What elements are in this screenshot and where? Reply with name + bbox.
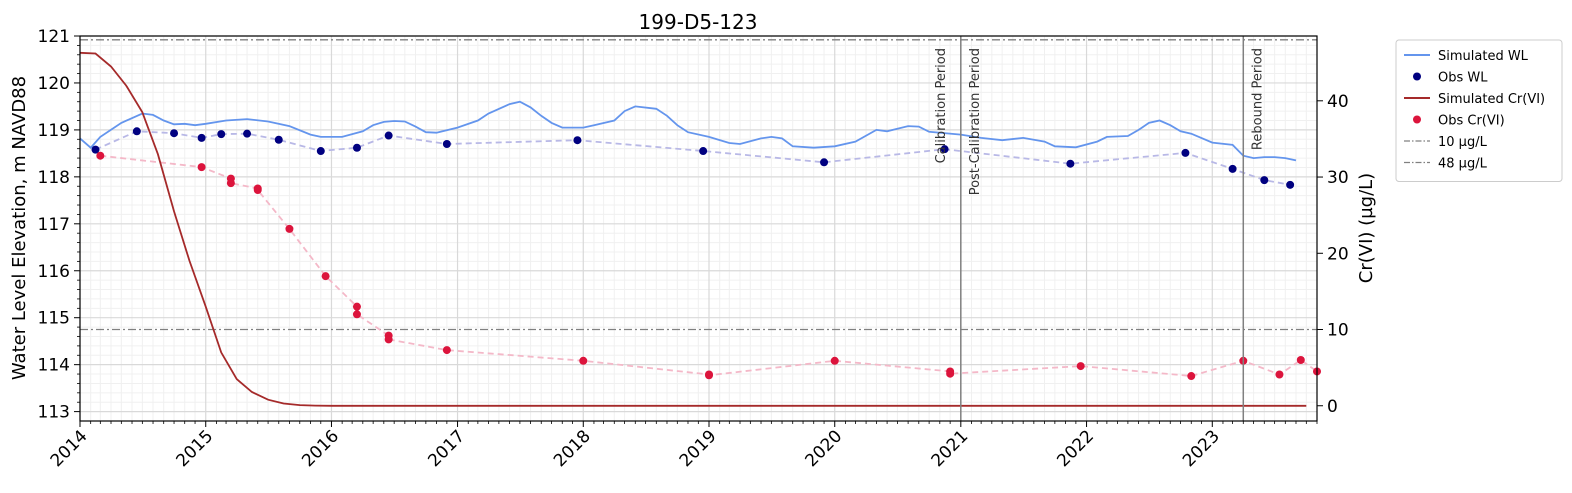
x-tick-label: 2014	[47, 426, 92, 471]
obs-cr-point	[946, 369, 955, 378]
x-tick-label: 2017	[424, 426, 469, 471]
legend-label: Simulated WL	[1438, 49, 1529, 64]
obs-cr-point	[579, 356, 588, 365]
legend-label: Obs Cr(VI)	[1438, 114, 1505, 129]
obs-cr-point	[253, 186, 262, 194]
y-tick-label: 118	[38, 168, 70, 188]
obs-cr-point	[197, 163, 206, 172]
legend-label: Obs WL	[1438, 71, 1488, 86]
obs-wl-point	[1066, 159, 1075, 168]
obs-wl-point	[243, 129, 252, 138]
obs-wl-point	[170, 129, 179, 138]
y-tick-label: 115	[38, 309, 70, 329]
obs-wl-point	[384, 131, 393, 140]
obs-wl-point	[91, 145, 100, 154]
x-tick-label: 2020	[802, 426, 847, 471]
x-tick-label: 2016	[298, 426, 343, 471]
obs-wl-point	[197, 133, 206, 142]
y2-tick-label: 0	[1327, 397, 1338, 417]
obs-wl-point	[217, 130, 226, 139]
y-axis-label-right: Cr(VI) (µg/L)	[1356, 173, 1377, 283]
period-label: Post-Calibration Period	[968, 48, 983, 195]
obs-cr-point	[705, 371, 714, 380]
y2-tick-label: 40	[1327, 92, 1349, 112]
obs-cr-point	[442, 346, 451, 355]
y2-tick-label: 10	[1327, 321, 1349, 341]
legend: Simulated WL Obs WL Simulated Cr(VI) Obs Cr…	[1395, 39, 1563, 182]
obs-cr-point	[384, 335, 393, 344]
obs-cr-point	[96, 151, 105, 160]
obs-wl-point	[1260, 176, 1269, 185]
period-label: Rebound Period	[1250, 48, 1265, 150]
x-tick-label: 2023	[1179, 426, 1224, 471]
y-tick-label: 120	[38, 74, 70, 94]
obs-cr-point	[226, 179, 235, 188]
obs-cr-point	[1076, 362, 1085, 371]
simulated-wl-line	[79, 100, 1297, 162]
obs-cr-point	[285, 224, 294, 233]
y-tick-label: 113	[38, 403, 70, 423]
period-label: Calibration Period	[934, 48, 949, 163]
x-tick-label: 2019	[676, 426, 721, 471]
obs-wl-point	[352, 143, 361, 152]
simulated-cr-line	[79, 51, 1307, 407]
obs-wl-point	[1181, 148, 1190, 157]
chart-title: 199-D5-123	[639, 10, 758, 34]
y2-tick-label: 20	[1327, 244, 1349, 264]
y2-tick-label: 30	[1327, 168, 1349, 188]
obs-wl-point	[573, 136, 582, 145]
plot-area: Calibration Period Post-Calibration Perio…	[38, 27, 1349, 471]
y-axis-label-left: Water Level Elevation, m NAVD88	[9, 76, 30, 380]
obs-cr-point	[352, 310, 361, 319]
obs-wl-point	[699, 147, 708, 156]
y-tick-label: 114	[38, 356, 70, 376]
obs-cr-point	[1296, 356, 1305, 365]
x-tick-label: 2021	[928, 426, 973, 471]
obs-wl-point	[940, 145, 949, 154]
obs-wl-point	[1228, 164, 1237, 173]
y-tick-label: 121	[38, 27, 70, 47]
y-tick-label: 119	[38, 121, 70, 141]
obs-wl-point	[274, 135, 283, 144]
x-tick-label: 2015	[173, 426, 218, 471]
y-tick-label: 116	[38, 262, 70, 282]
x-tick-label: 2022	[1053, 426, 1098, 471]
legend-label: 10 µg/L	[1438, 135, 1488, 150]
legend-label: 48 µg/L	[1438, 157, 1488, 172]
legend-swatch-dot	[1413, 115, 1421, 124]
obs-cr-point	[1187, 372, 1196, 381]
obs-wl-point	[820, 158, 829, 167]
obs-wl-point	[1286, 180, 1295, 189]
obs-cr-point	[830, 356, 839, 365]
legend-label: Simulated Cr(VI)	[1438, 92, 1545, 107]
legend-box	[1395, 39, 1563, 182]
obs-cr-point	[1275, 370, 1284, 379]
y-tick-label: 117	[38, 215, 70, 235]
obs-cr-point	[321, 272, 330, 281]
x-tick-label: 2018	[550, 426, 595, 471]
obs-wl-point	[316, 147, 325, 156]
legend-swatch-dot	[1413, 72, 1421, 81]
obs-wl-point	[442, 139, 451, 148]
obs-cr-point	[352, 302, 361, 311]
obs-wl-point	[132, 127, 141, 136]
